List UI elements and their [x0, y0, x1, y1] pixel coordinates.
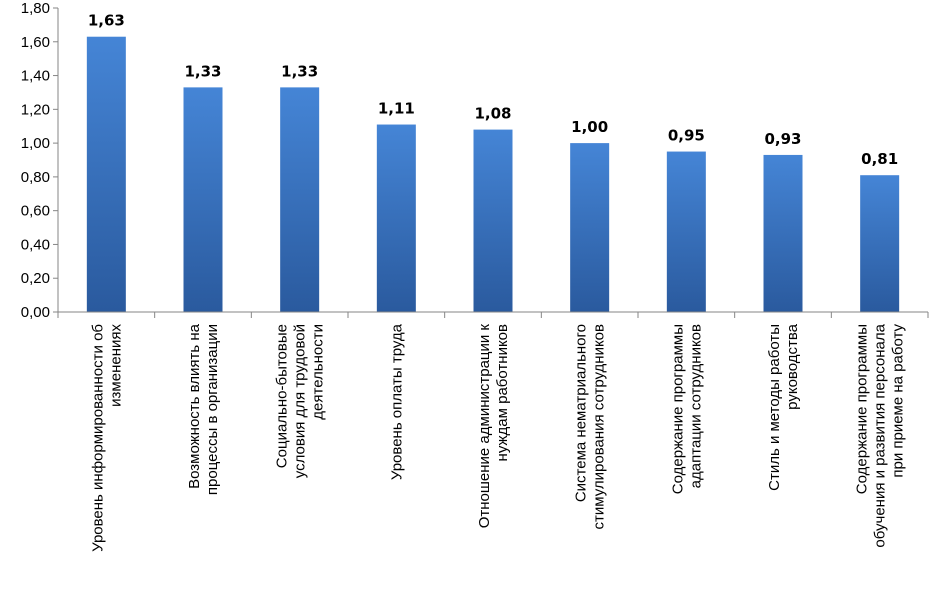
bar — [860, 175, 900, 312]
bar — [666, 151, 706, 312]
y-tick-label: 1,60 — [21, 34, 50, 51]
bar — [280, 87, 320, 312]
y-tick-label: 1,80 — [21, 0, 50, 17]
data-label: 0,81 — [861, 150, 898, 168]
bar — [570, 143, 610, 312]
category-label-line: Социально-бытовые — [274, 324, 291, 468]
category-label-line: руководства — [784, 323, 801, 409]
category-label-line: обучения и развития персонала — [872, 323, 889, 547]
category-label-line: Содержание программы — [669, 324, 686, 494]
category-label: Возможность влиять напроцессы в организа… — [186, 323, 221, 495]
y-tick-label: 1,00 — [21, 135, 50, 152]
y-tick-label: 0,00 — [21, 304, 50, 321]
category-label-line: Стиль и методы работы — [766, 324, 783, 491]
category-label: Содержание программыадаптации сотруднико… — [669, 324, 704, 494]
data-label: 1,11 — [378, 100, 415, 118]
y-axis: 0,00 0,20 0,40 0,60 0,80 1,00 1,20 1,40 1,60 1,80 — [21, 0, 59, 321]
data-labels: 1,63 1,33 1,33 1,11 1,08 1,00 0,95 0,93 0,81 — [88, 12, 898, 168]
category-label-line: стимулирования сотрудников — [591, 324, 608, 530]
category-label-line: Отношение администрации к — [476, 324, 493, 529]
y-tick-label: 1,20 — [21, 101, 50, 118]
data-label: 1,33 — [184, 62, 221, 80]
category-label-line: изменениях — [107, 324, 124, 407]
category-label-line: Система нематриального — [573, 324, 590, 502]
y-tick-label: 0,20 — [21, 270, 50, 287]
bars — [86, 36, 900, 313]
category-label-line: Возможность влиять на — [186, 323, 203, 489]
data-label: 0,95 — [668, 127, 705, 145]
bar — [763, 154, 803, 312]
data-label: 0,93 — [764, 130, 801, 148]
bar — [473, 129, 513, 312]
data-label: 1,08 — [474, 105, 511, 123]
x-axis: Уровень информированности обизменениях Во… — [57, 311, 929, 552]
data-label: 1,33 — [281, 62, 318, 80]
category-label: Система нематриальногостимулирования сот… — [573, 324, 608, 530]
y-tick-label: 0,80 — [21, 169, 50, 186]
bar — [376, 124, 416, 313]
category-label-line: Содержание программы — [854, 324, 871, 494]
category-label-line: адаптации сотрудников — [687, 324, 704, 488]
y-tick-label: 1,40 — [21, 68, 50, 85]
category-label: Уровень оплаты труда — [388, 323, 405, 480]
category-label: Отношение администрации кнуждам работник… — [476, 324, 511, 529]
y-tick-label: 0,40 — [21, 236, 50, 253]
category-label-line: нуждам работников — [494, 324, 511, 461]
bar — [183, 87, 223, 312]
category-label-line: деятельности — [310, 324, 327, 420]
category-label-line: процессы в организации — [204, 324, 221, 495]
category-label-line: Уровень оплаты труда — [388, 323, 405, 480]
category-label: Стиль и методы работыруководства — [766, 323, 801, 491]
bar — [86, 36, 126, 312]
category-label: Уровень информированности обизменениях — [89, 324, 124, 552]
category-label-line: Уровень информированности об — [89, 324, 106, 552]
category-label: Содержание программыобучения и развития … — [854, 323, 907, 547]
category-label-line: при приеме на работу — [890, 324, 907, 478]
data-label: 1,63 — [88, 12, 125, 30]
data-label: 1,00 — [571, 118, 608, 136]
category-label-line: условия для трудовой — [292, 324, 309, 478]
y-tick-label: 0,60 — [21, 203, 50, 220]
category-label: Социально-бытовыеусловия для трудовойдея… — [274, 324, 327, 478]
